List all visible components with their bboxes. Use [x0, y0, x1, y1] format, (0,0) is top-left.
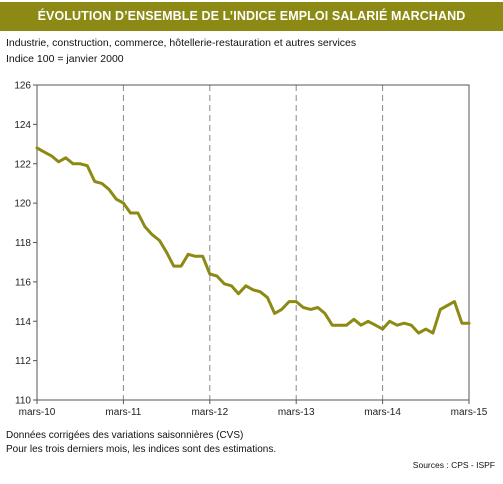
y-tick-label: 110	[15, 396, 31, 407]
footnote-estimates: Pour les trois derniers mois, les indice…	[6, 444, 277, 455]
y-tick-label: 114	[15, 317, 31, 328]
y-tick-label: 118	[15, 238, 31, 249]
source-note: Sources : CPS - ISPF	[412, 460, 495, 470]
x-tick-label: mars-13	[278, 407, 315, 418]
y-tick-label: 122	[14, 159, 31, 170]
x-tick-label: mars-15	[451, 407, 488, 418]
chart-subtitle: Industrie, construction, commerce, hôtel…	[6, 37, 357, 49]
chart-title: ÉVOLUTION D’ENSEMBLE DE L’INDICE EMPLOI …	[37, 9, 466, 23]
x-tick-label: mars-10	[19, 407, 56, 418]
title-banner: ÉVOLUTION D’ENSEMBLE DE L’INDICE EMPLOI …	[0, 2, 503, 31]
footnote-cvs: Données corrigées des variations saisonn…	[6, 430, 244, 441]
line-chart: 110 112 114 116 118 120 122 124 126 mars-10 mars-1…	[14, 81, 488, 419]
index-base-note: Indice 100 = janvier 2000	[6, 53, 124, 65]
y-tick-label: 112	[15, 356, 31, 367]
x-tick-label: mars-14	[364, 407, 401, 418]
plot-frame	[36, 84, 470, 401]
y-tick-label: 126	[14, 81, 31, 92]
y-tick-label: 120	[14, 199, 31, 210]
y-tick-label: 124	[14, 120, 31, 131]
series-line	[35, 146, 471, 335]
x-tick-label: mars-11	[105, 407, 141, 418]
y-tick-label: 116	[15, 277, 31, 288]
x-tick-label: mars-12	[191, 407, 228, 418]
